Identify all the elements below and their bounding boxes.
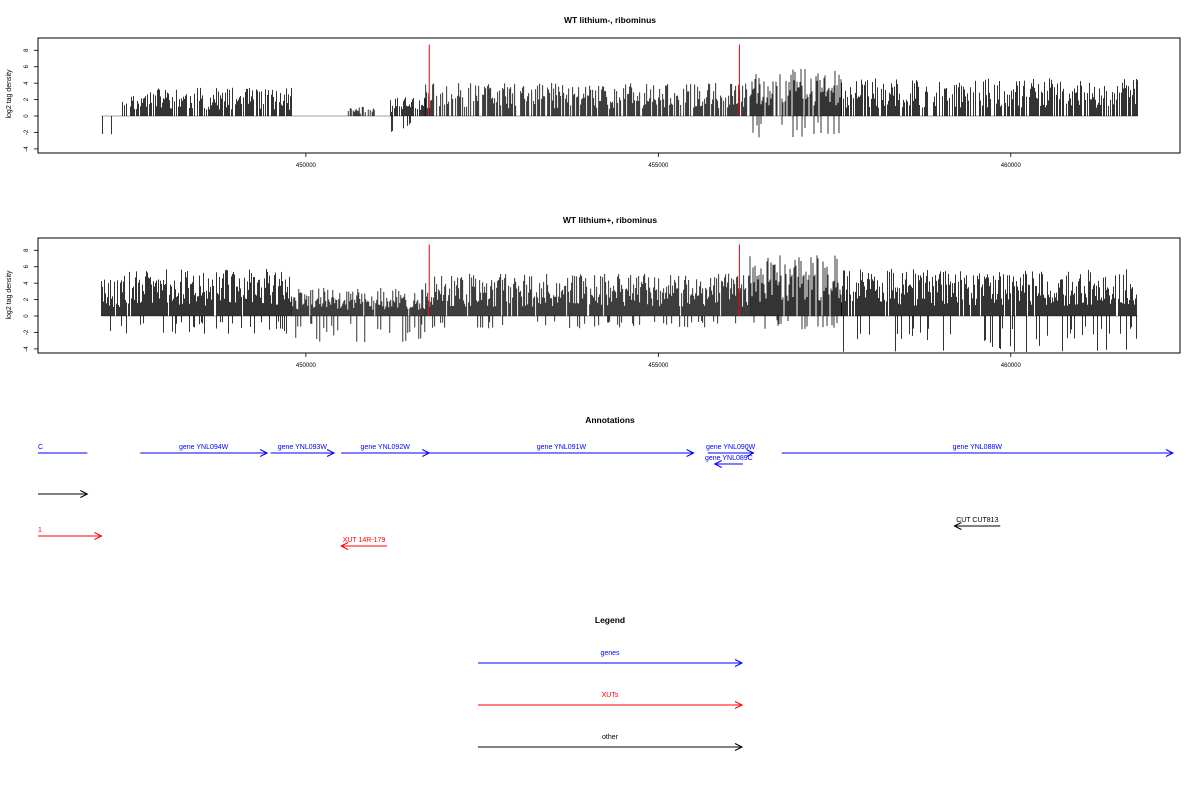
track-2-markers <box>428 244 740 317</box>
annotation-feature-arrow <box>38 490 89 498</box>
y-tick-label: 2 <box>24 297 30 301</box>
y-tick-label: -2 <box>24 129 30 135</box>
annotation-label: gene YNL094W <box>179 444 229 451</box>
legend-title: Legend <box>595 615 625 625</box>
y-tick-label: -4 <box>24 146 30 152</box>
track-2-x-axis: 450000 455000 460000 <box>296 353 1022 369</box>
y-tick-label: -4 <box>24 346 30 352</box>
track-panel-1: WT lithium-, ribominus log2 tag density … <box>6 15 1181 169</box>
y-tick-label: 8 <box>24 248 30 252</box>
track-1-y-axis: -4 -2 0 2 4 6 8 <box>24 48 38 152</box>
legend-entries: genes XUTs other <box>478 650 744 751</box>
x-tick-label: 460000 <box>1001 363 1022 369</box>
annotation-label: gene YNL089C <box>705 455 753 462</box>
track-panel-2: WT lithium+, ribominus log2 tag density … <box>6 215 1181 369</box>
annotation-label: XUT 14R-179 <box>343 537 386 544</box>
track-1-x-axis: 450000 455000 460000 <box>296 153 1022 169</box>
annotation-feature-arrow <box>707 449 755 457</box>
annotation-label: C <box>38 444 43 451</box>
annotation-feature-arrow <box>713 460 743 468</box>
annotation-label: CUT CUT813 <box>956 517 998 524</box>
track-2-bars <box>101 255 1138 352</box>
legend-label: XUTs <box>602 692 619 699</box>
y-tick-label: 6 <box>24 64 30 68</box>
legend-arrow <box>478 659 744 667</box>
x-tick-label: 460000 <box>1001 163 1022 169</box>
track-1-bars <box>101 68 1138 138</box>
track-2-y-axis: -4 -2 0 2 4 6 8 <box>24 248 38 352</box>
y-tick-label: -2 <box>24 329 30 335</box>
annotation-feature-arrow <box>429 449 695 457</box>
x-tick-label: 455000 <box>648 163 669 169</box>
y-tick-label: 2 <box>24 97 30 101</box>
annotation-label: 1 <box>38 527 42 534</box>
y-tick-label: 8 <box>24 48 30 52</box>
legend-arrow <box>478 743 744 751</box>
y-tick-label: 4 <box>24 281 30 285</box>
track-1-frame <box>37 37 1181 154</box>
legend-arrow <box>478 701 744 709</box>
legend-panel: Legend genes XUTs other <box>478 615 744 751</box>
y-tick-label: 0 <box>24 114 30 118</box>
annotation-feature-arrow <box>781 449 1175 457</box>
annotation-feature-arrow <box>340 542 387 550</box>
annotation-label: gene YNL092W <box>361 444 411 451</box>
x-tick-label: 450000 <box>296 163 317 169</box>
legend-label: genes <box>600 650 620 657</box>
annotation-feature-arrow <box>140 449 269 457</box>
track-2-y-axis-label: log2 tag density <box>6 270 13 320</box>
annotation-label: gene YNL088W <box>953 444 1003 451</box>
track-1-markers <box>428 44 740 117</box>
annotation-feature-arrow <box>38 532 103 540</box>
y-tick-label: 4 <box>24 81 30 85</box>
annotation-feature-arrow <box>953 522 1001 530</box>
annotation-label: gene YNL093W <box>278 444 328 451</box>
annotation-label: gene YNL091W <box>537 444 587 451</box>
y-tick-label: 0 <box>24 314 30 318</box>
annotation-feature-arrow <box>270 449 336 457</box>
track-1-title: WT lithium-, ribominus <box>564 15 656 25</box>
track-2-frame <box>37 237 1181 354</box>
y-tick-label: 6 <box>24 264 30 268</box>
track-1-y-axis-label: log2 tag density <box>6 69 13 119</box>
x-tick-label: 450000 <box>296 363 317 369</box>
legend-label: other <box>602 734 619 741</box>
annotation-label: gene YNL090W <box>706 444 756 451</box>
x-tick-label: 455000 <box>648 363 669 369</box>
annotations-title: Annotations <box>585 415 635 425</box>
track-2-title: WT lithium+, ribominus <box>563 215 657 225</box>
